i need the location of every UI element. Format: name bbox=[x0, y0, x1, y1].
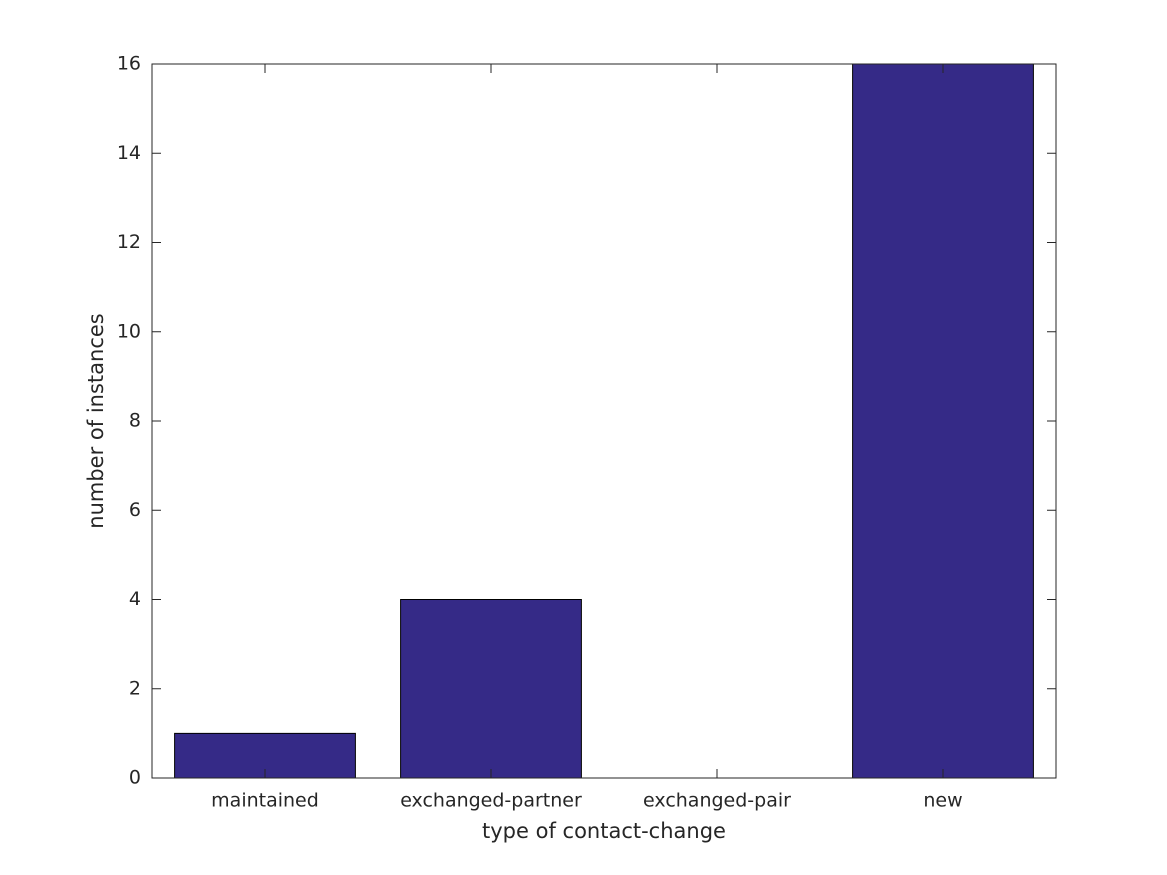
x-tick-label: exchanged-pair bbox=[643, 790, 791, 812]
x-tick-label: maintained bbox=[211, 790, 319, 812]
y-tick-label: 12 bbox=[117, 231, 141, 253]
x-tick-label: new bbox=[923, 790, 962, 812]
y-tick-label: 4 bbox=[129, 588, 141, 610]
y-tick-label: 2 bbox=[129, 677, 141, 699]
y-tick-label: 16 bbox=[117, 53, 141, 75]
bar bbox=[400, 599, 582, 779]
y-tick-label: 8 bbox=[129, 410, 141, 432]
x-tick-label: exchanged-partner bbox=[400, 790, 582, 812]
x-axis-label: type of contact-change bbox=[482, 819, 726, 843]
y-tick-label: 6 bbox=[129, 499, 141, 521]
y-tick-label: 10 bbox=[117, 320, 141, 342]
y-tick-label: 0 bbox=[129, 767, 141, 789]
y-axis-label: number of instances bbox=[84, 313, 108, 528]
bar bbox=[852, 63, 1034, 779]
y-tick-label: 14 bbox=[117, 142, 141, 164]
